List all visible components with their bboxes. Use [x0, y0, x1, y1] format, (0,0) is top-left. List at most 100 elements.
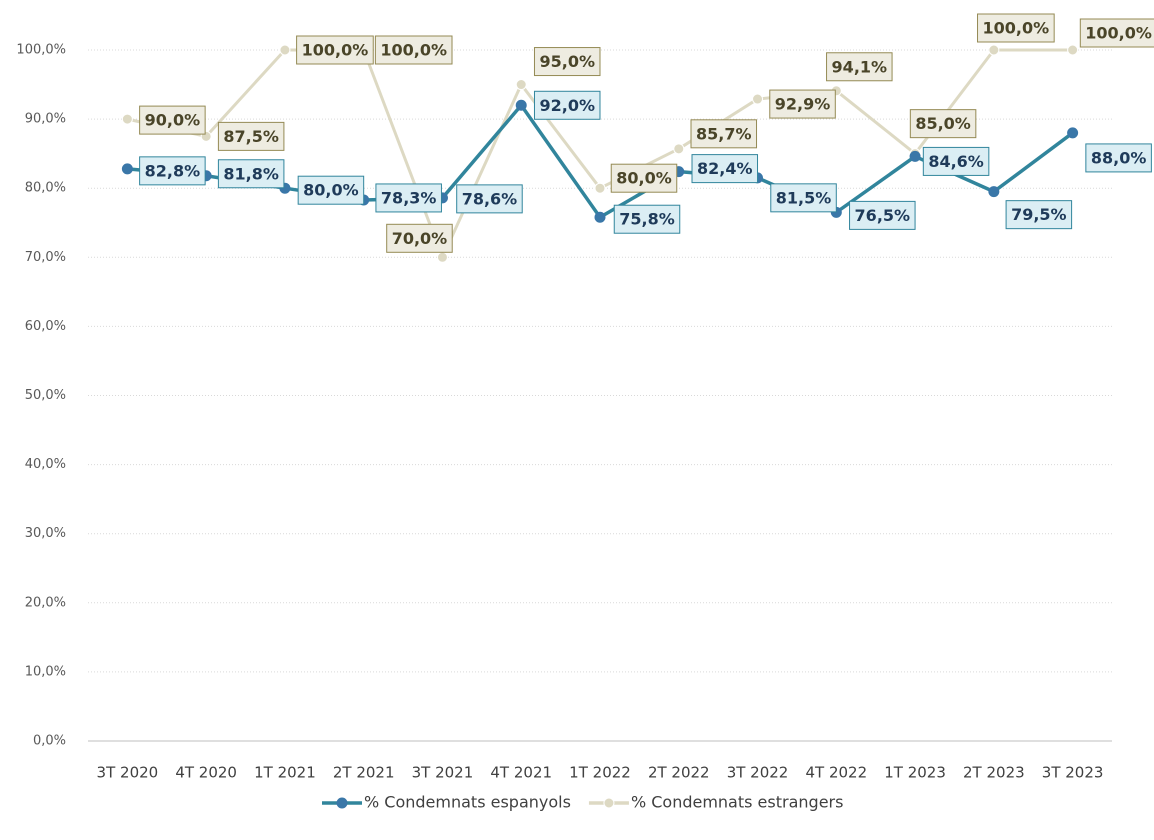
marker [515, 99, 527, 111]
data-label-text: 100,0% [1085, 24, 1152, 43]
data-label: 100,0% [374, 35, 453, 65]
marker [1067, 127, 1079, 139]
data-label: 81,8% [217, 159, 285, 189]
data-label-text: 87,5% [223, 127, 279, 146]
data-label-box [296, 35, 374, 65]
x-tick-label: 3T 2023 [1042, 764, 1104, 782]
data-label-box [297, 175, 365, 205]
legend-marker [603, 797, 615, 809]
y-tick-label: 60,0% [25, 319, 66, 334]
y-tick-label: 10,0% [25, 664, 66, 679]
y-tick-label: 70,0% [25, 250, 66, 265]
data-label-text: 88,0% [1091, 148, 1147, 167]
x-tick-label: 4T 2022 [805, 764, 867, 782]
legend-label: % Condemnats estrangers [631, 793, 844, 812]
data-label-text: 100,0% [983, 19, 1050, 38]
data-label-box [217, 121, 285, 151]
data-label-box [977, 13, 1055, 43]
x-tick-label: 1T 2022 [569, 764, 631, 782]
data-label-text: 85,7% [696, 124, 752, 143]
data-label: 100,0% [1079, 18, 1154, 48]
data-label-box [613, 204, 681, 234]
data-label-text: 100,0% [302, 41, 369, 60]
data-label-box [909, 109, 977, 139]
data-label: 92,0% [533, 90, 601, 120]
data-label-text: 95,0% [539, 52, 595, 71]
x-tick-label: 1T 2021 [254, 764, 316, 782]
data-label: 90,0% [139, 105, 206, 135]
data-label-box [217, 159, 285, 189]
marker [436, 251, 448, 263]
data-label: 85,0% [909, 109, 977, 139]
x-tick-label: 2T 2022 [648, 764, 710, 782]
data-label-text: 82,8% [145, 161, 201, 180]
data-label: 87,5% [217, 121, 285, 151]
data-label: 88,0% [1085, 143, 1152, 173]
data-label: 84,6% [922, 146, 990, 176]
data-label-box [610, 163, 678, 193]
data-label-box [386, 223, 453, 253]
data-label: 78,6% [456, 184, 523, 214]
data-label-box [456, 184, 523, 214]
marker [515, 79, 527, 91]
data-label-text: 90,0% [145, 111, 201, 130]
y-tick-label: 90,0% [25, 112, 66, 127]
y-tick-label: 80,0% [25, 181, 66, 196]
data-label-text: 78,3% [381, 188, 437, 207]
marker [594, 211, 606, 223]
data-label-text: 92,0% [539, 96, 595, 115]
data-label-text: 81,5% [776, 188, 832, 207]
x-tick-label: 4T 2020 [175, 764, 237, 782]
legend-label: % Condemnats espanyols [364, 793, 571, 812]
data-label-text: 100,0% [380, 41, 447, 60]
data-label-text: 80,0% [616, 169, 672, 188]
y-tick-label: 30,0% [25, 526, 66, 541]
data-label: 80,0% [610, 163, 678, 193]
data-label-box [826, 52, 893, 82]
data-label: 80,0% [297, 175, 365, 205]
data-label-box [533, 47, 601, 77]
data-label-box [533, 90, 601, 120]
y-tick-label: 50,0% [25, 388, 66, 403]
x-tick-label: 2T 2023 [963, 764, 1025, 782]
x-tick-label: 2T 2021 [333, 764, 395, 782]
y-tick-label: 40,0% [25, 457, 66, 472]
data-label-box [139, 105, 206, 135]
data-label-box [374, 35, 453, 65]
marker [279, 44, 291, 56]
data-label: 92,9% [769, 89, 836, 119]
x-tick-label: 4T 2021 [490, 764, 552, 782]
data-label: 75,8% [613, 204, 681, 234]
marker [121, 113, 133, 125]
data-label-text: 78,6% [462, 189, 518, 208]
data-label-box [139, 156, 206, 186]
marker [1067, 44, 1079, 56]
marker [988, 186, 1000, 198]
data-label-box [691, 154, 759, 184]
data-label: 82,4% [691, 154, 759, 184]
data-label-box [375, 183, 442, 213]
data-label: 76,5% [849, 200, 916, 230]
marker [121, 163, 133, 175]
data-label: 94,1% [826, 52, 893, 82]
marker [909, 150, 921, 162]
data-label-box [770, 183, 837, 213]
data-label-box [1085, 143, 1152, 173]
data-label-text: 85,0% [915, 114, 971, 133]
marker [594, 182, 606, 194]
y-tick-label: 100,0% [16, 43, 66, 58]
data-label: 82,8% [139, 156, 206, 186]
data-label-box [769, 89, 836, 119]
data-label-text: 81,8% [223, 164, 279, 183]
x-tick-label: 3T 2021 [412, 764, 474, 782]
y-tick-label: 20,0% [25, 595, 66, 610]
data-label-text: 82,4% [697, 159, 753, 178]
x-tick-label: 1T 2023 [884, 764, 946, 782]
data-label: 95,0% [533, 47, 601, 77]
data-label-text: 92,9% [775, 95, 831, 114]
marker [673, 143, 685, 155]
data-label-text: 70,0% [392, 229, 448, 248]
data-label-box [690, 119, 758, 149]
data-label-text: 80,0% [303, 181, 359, 200]
